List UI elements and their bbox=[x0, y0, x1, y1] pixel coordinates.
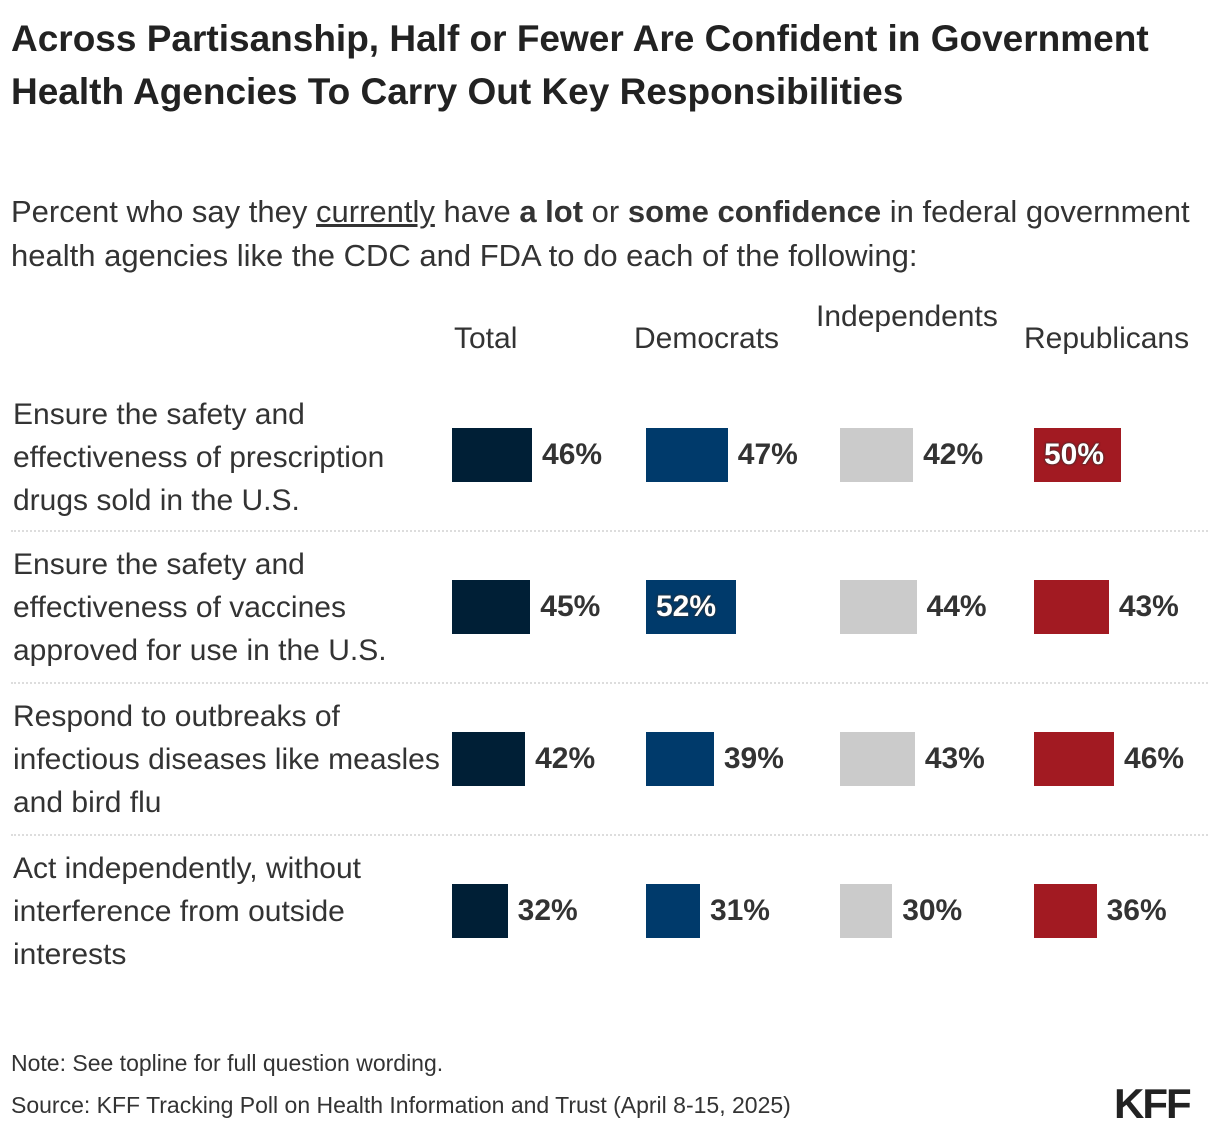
bar bbox=[452, 732, 526, 786]
data-label: 46% bbox=[1124, 742, 1185, 775]
source-text: Source: KFF Tracking Poll on Health Info… bbox=[11, 1092, 791, 1118]
data-label: 52% bbox=[656, 590, 717, 623]
kff-logo: KFF bbox=[1114, 1080, 1192, 1127]
bar bbox=[1034, 884, 1097, 938]
chart-title: Across Partisanship, Half or Fewer Are C… bbox=[11, 18, 1149, 112]
bar bbox=[646, 884, 700, 938]
column-header: Independents bbox=[816, 300, 998, 333]
bar bbox=[452, 884, 508, 938]
data-label: 36% bbox=[1106, 894, 1167, 927]
bar bbox=[646, 428, 728, 482]
subtitle-text: or bbox=[583, 194, 628, 229]
bar bbox=[646, 580, 737, 634]
data-label: 50% bbox=[1044, 438, 1105, 471]
data-label: 31% bbox=[709, 894, 770, 927]
subtitle-text: in federal government health agencies li… bbox=[11, 194, 1190, 273]
subtitle-text: have bbox=[434, 194, 520, 229]
data-label: 45% bbox=[540, 590, 601, 623]
data-label: 42% bbox=[535, 742, 596, 775]
chart-subtitle: Percent who say they currently have a lo… bbox=[11, 190, 1211, 278]
subtitle-bold: a lot bbox=[519, 194, 584, 229]
data-label: 44% bbox=[926, 590, 987, 623]
data-label: 39% bbox=[723, 742, 784, 775]
data-label: 47% bbox=[737, 438, 798, 471]
row-label: Ensure the safety and effectiveness of v… bbox=[13, 548, 387, 667]
bar bbox=[840, 580, 917, 634]
data-label: 32% bbox=[517, 894, 578, 927]
column-header: Democrats bbox=[634, 322, 780, 355]
row-label: Ensure the safety and effectiveness of p… bbox=[13, 398, 385, 517]
row-label: Respond to outbreaks of infectious disea… bbox=[13, 700, 440, 819]
bar bbox=[646, 732, 714, 786]
subtitle-underlined: currently bbox=[316, 194, 435, 229]
data-label: 43% bbox=[1118, 590, 1179, 623]
subtitle-text: Percent who say they bbox=[11, 194, 316, 229]
row-divider bbox=[11, 834, 1208, 836]
bar bbox=[452, 580, 531, 634]
row-label: Act independently, without interference … bbox=[13, 852, 362, 971]
bar bbox=[1034, 428, 1121, 482]
data-label: 42% bbox=[923, 438, 984, 471]
bar bbox=[452, 428, 533, 482]
data-label: 30% bbox=[902, 894, 963, 927]
subtitle-bold: some confidence bbox=[627, 194, 882, 229]
column-header: Republicans bbox=[1024, 322, 1190, 355]
column-header: Total bbox=[454, 322, 518, 355]
bar bbox=[840, 428, 914, 482]
data-label: 43% bbox=[924, 742, 985, 775]
bar bbox=[1034, 580, 1109, 634]
row-divider bbox=[11, 530, 1208, 532]
note-text: Note: See topline for full question word… bbox=[11, 1050, 444, 1076]
row-divider bbox=[11, 682, 1208, 684]
bar bbox=[840, 884, 893, 938]
bar bbox=[840, 732, 915, 786]
data-label: 46% bbox=[542, 438, 603, 471]
bar bbox=[1034, 732, 1115, 786]
